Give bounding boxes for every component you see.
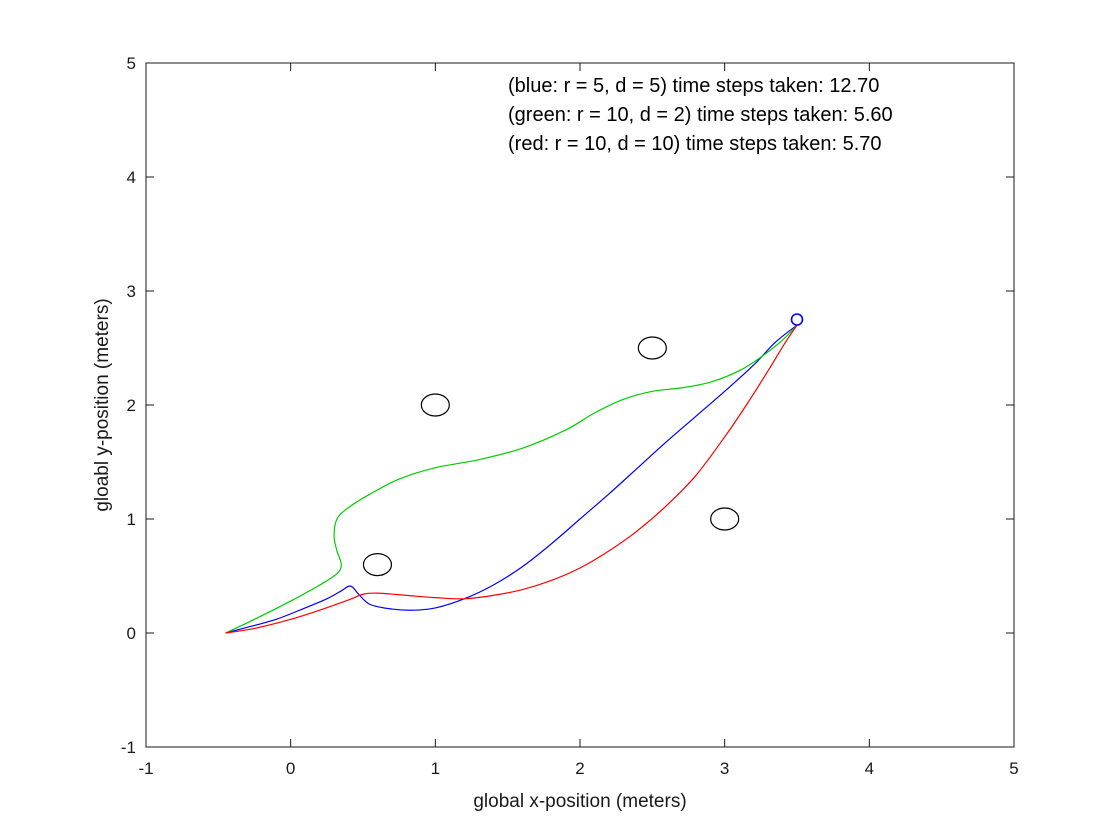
axis-ticks — [145, 62, 1015, 748]
y-axis-label: gloabl y-position (meters) — [92, 298, 113, 511]
annotation-blue: (blue: r = 5, d = 5) time steps taken: 1… — [508, 75, 879, 97]
trajectory-lines — [225, 324, 798, 634]
obstacle-circle — [637, 336, 667, 360]
obstacle-circle — [362, 552, 393, 577]
y-tick-label: 3 — [127, 282, 136, 301]
obstacle-circle — [710, 507, 740, 531]
annotation-green: (green: r = 10, d = 2) time steps taken:… — [508, 104, 893, 126]
x-tick-label: 3 — [720, 759, 729, 778]
obstacle-circle — [420, 393, 450, 417]
axes-box — [145, 62, 1015, 748]
x-tick-label: -1 — [138, 759, 153, 778]
annotation-red: (red: r = 10, d = 10) time steps taken: … — [508, 133, 882, 155]
y-tick-label: 5 — [127, 54, 136, 73]
obstacles — [362, 336, 740, 577]
trajectory-line — [225, 324, 798, 634]
tick-labels: -1 0 1 2 3 4 5 -1 0 1 2 3 4 5 — [121, 54, 1019, 778]
x-tick-label: 5 — [1009, 759, 1018, 778]
goal-marker-group — [790, 313, 804, 326]
x-axis-label: global x-position (meters) — [473, 791, 686, 812]
trajectory-line — [225, 324, 798, 634]
trajectory-line — [225, 324, 798, 634]
x-tick-label: 0 — [286, 759, 295, 778]
y-tick-label: 2 — [127, 396, 136, 415]
y-tick-label: 4 — [127, 168, 136, 187]
goal-marker — [790, 313, 804, 326]
x-tick-label: 4 — [865, 759, 874, 778]
x-tick-label: 1 — [431, 759, 440, 778]
x-tick-label: 2 — [575, 759, 584, 778]
y-tick-label: 1 — [127, 510, 136, 529]
y-tick-label: 0 — [127, 624, 136, 643]
y-tick-label: -1 — [121, 738, 136, 757]
